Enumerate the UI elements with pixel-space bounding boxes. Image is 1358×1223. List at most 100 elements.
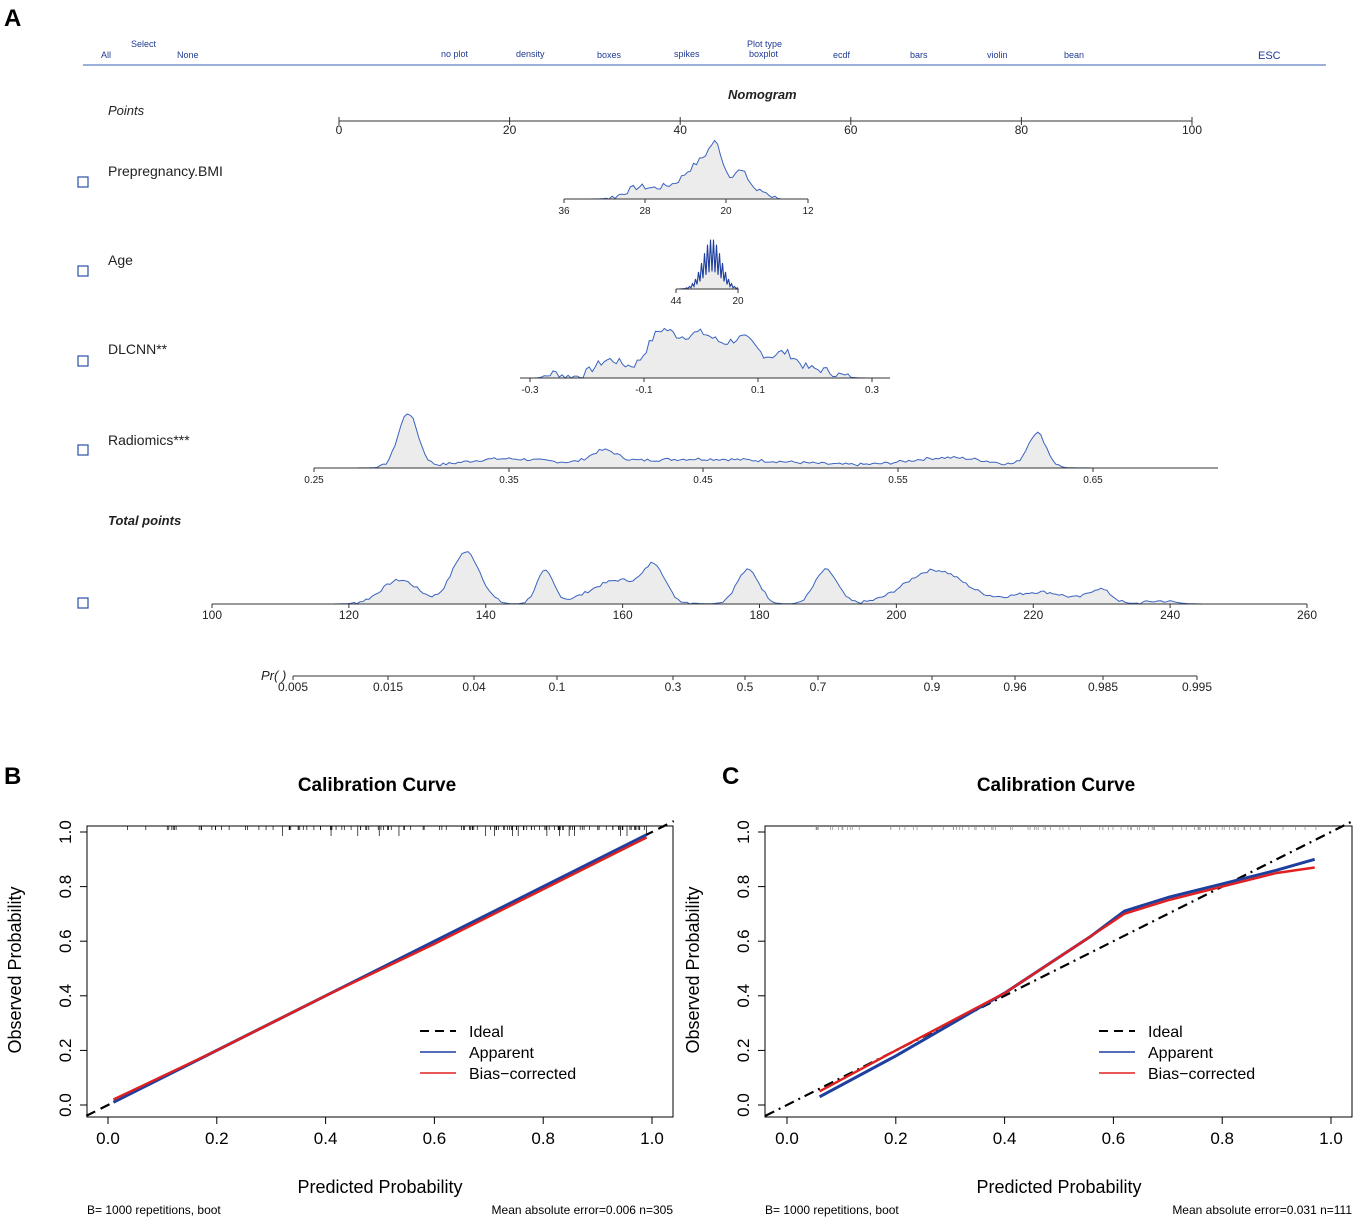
calB-ytick-label: 0.2 bbox=[56, 1039, 75, 1063]
total-points-label: Total points bbox=[108, 513, 181, 528]
points-axis-tick-label: 0 bbox=[336, 123, 343, 137]
calC-ytick-label: 0.8 bbox=[734, 875, 753, 899]
cal-c-legend: Ideal Apparent Bias−corrected bbox=[1099, 1024, 1255, 1083]
menu-boxplot[interactable]: boxplot bbox=[749, 49, 779, 59]
cal-c-legend-bias: Bias−corrected bbox=[1148, 1066, 1255, 1083]
variable-axis-radiomics: 0.25 0.35 0.45 0.55 0.65 bbox=[304, 413, 1218, 486]
calB-xtick-label: 0.2 bbox=[205, 1129, 229, 1148]
variable-axis-dlcnn: -0.3 -0.1 0.1 0.3 bbox=[520, 327, 890, 396]
menu-boxes[interactable]: boxes bbox=[597, 50, 622, 60]
cal-c-title: Calibration Curve bbox=[977, 775, 1135, 796]
calB-ytick-label: 0.8 bbox=[56, 875, 75, 899]
menu-density[interactable]: density bbox=[516, 49, 545, 59]
menu-bar: All Select None no plot density boxes sp… bbox=[83, 39, 1326, 66]
cal-c-footer-right: Mean absolute error=0.031 n=111 bbox=[1172, 1203, 1352, 1217]
cal-b-legend-bias: Bias−corrected bbox=[469, 1066, 576, 1083]
total-points-axis: 100 120 140 160 180 200 220 240 260 bbox=[202, 551, 1317, 622]
panel-letter-a: A bbox=[4, 5, 21, 32]
var-bmi-tick-label: 36 bbox=[558, 206, 570, 217]
probability-axis: 0.005 0.015 0.04 0.1 0.3 0.5 0.7 0.9 0.96 0.985 0.… bbox=[278, 675, 1212, 694]
var-dlcnn-tick-label: 0.3 bbox=[865, 385, 879, 396]
menu-bars[interactable]: bars bbox=[910, 50, 928, 60]
total-axis-tick-label: 260 bbox=[1297, 608, 1317, 622]
calC-xtick-label: 0.8 bbox=[1210, 1129, 1234, 1148]
calB-ytick-label: 0.6 bbox=[56, 929, 75, 953]
var-radiomics-tick-label: 0.35 bbox=[499, 475, 519, 486]
cal-b-legend-apparent: Apparent bbox=[469, 1045, 534, 1062]
cal-b-title: Calibration Curve bbox=[298, 775, 456, 796]
checkbox-bmi[interactable] bbox=[77, 176, 89, 188]
prob-axis-tick-label: 0.1 bbox=[549, 680, 566, 694]
prob-axis-tick-label: 0.985 bbox=[1088, 680, 1118, 694]
total-axis-tick-label: 160 bbox=[613, 608, 633, 622]
points-axis-tick-label: 40 bbox=[674, 123, 688, 137]
menu-bean[interactable]: bean bbox=[1064, 50, 1084, 60]
calC-xtick-label: 0.6 bbox=[1102, 1129, 1126, 1148]
prob-axis-tick-label: 0.3 bbox=[665, 680, 682, 694]
var-dlcnn-density bbox=[520, 327, 890, 379]
prob-axis-tick-label: 0.015 bbox=[373, 680, 403, 694]
prob-axis-tick-label: 0.9 bbox=[924, 680, 941, 694]
var-radiomics-tick-label: 0.55 bbox=[888, 475, 908, 486]
menu-esc[interactable]: ESC bbox=[1258, 50, 1281, 62]
var-radiomics-density bbox=[314, 413, 1218, 469]
calB-xtick-label: 0.8 bbox=[531, 1129, 555, 1148]
menu-none[interactable]: None bbox=[177, 50, 199, 60]
calB-ytick-label: 0.0 bbox=[56, 1093, 75, 1117]
calC-series-bias-corrected bbox=[819, 866, 1315, 1093]
checkbox-radiomics[interactable] bbox=[77, 444, 89, 456]
pr-label: Pr( ) bbox=[261, 668, 286, 683]
points-axis-tick-label: 100 bbox=[1182, 123, 1202, 137]
var-bmi-tick-label: 20 bbox=[720, 206, 732, 217]
menu-all[interactable]: All bbox=[101, 50, 111, 60]
total-density bbox=[318, 551, 1212, 605]
cal-c-ylabel: Observed Probability bbox=[683, 886, 703, 1053]
calB-xtick-label: 0.6 bbox=[423, 1129, 447, 1148]
var-bmi-tick-label: 28 bbox=[639, 206, 651, 217]
menu-no-plot[interactable]: no plot bbox=[441, 49, 469, 59]
points-axis-tick-label: 80 bbox=[1015, 123, 1029, 137]
calC-xtick-label: 0.0 bbox=[775, 1129, 799, 1148]
var-bmi-density bbox=[564, 139, 808, 200]
var-label-age: Age bbox=[108, 252, 133, 268]
cal-b-legend: Ideal Apparent Bias−corrected bbox=[420, 1024, 576, 1083]
variable-axis-age: 44 20 bbox=[670, 239, 744, 307]
calC-frame bbox=[764, 825, 1353, 1118]
nomogram-title: Nomogram bbox=[728, 87, 797, 102]
var-age-tick-label: 20 bbox=[732, 296, 744, 307]
panel-letter-b: B bbox=[4, 763, 21, 790]
prob-axis-tick-label: 0.7 bbox=[810, 680, 827, 694]
total-axis-tick-label: 100 bbox=[202, 608, 222, 622]
cal-b-footer-right: Mean absolute error=0.006 n=305 bbox=[492, 1203, 674, 1217]
calB-xtick-label: 1.0 bbox=[640, 1129, 664, 1148]
calC-ytick-label: 0.6 bbox=[734, 929, 753, 953]
calibration-chart-b: Calibration Curve Predicted Probability … bbox=[5, 775, 675, 1217]
cal-c-xlabel: Predicted Probability bbox=[976, 1177, 1141, 1197]
prob-axis-tick-label: 0.005 bbox=[278, 680, 308, 694]
checkbox-dlcnn[interactable] bbox=[77, 355, 89, 367]
menu-ecdf[interactable]: ecdf bbox=[833, 50, 851, 60]
prob-axis-tick-label: 0.995 bbox=[1182, 680, 1212, 694]
cal-b-xlabel: Predicted Probability bbox=[297, 1177, 462, 1197]
points-axis: 0 20 40 60 80 100 bbox=[336, 117, 1202, 137]
var-radiomics-tick-label: 0.25 bbox=[304, 475, 324, 486]
menu-violin[interactable]: violin bbox=[987, 50, 1008, 60]
prob-axis-tick-label: 0.96 bbox=[1003, 680, 1027, 694]
menu-select[interactable]: Select bbox=[131, 39, 157, 49]
checkbox-total[interactable] bbox=[77, 597, 89, 609]
var-label-bmi: Prepregnancy.BMI bbox=[108, 163, 223, 179]
var-age-density bbox=[676, 239, 739, 290]
calC-ytick-label: 1.0 bbox=[734, 820, 753, 844]
calB-series-bias-corrected bbox=[112, 836, 648, 1101]
calC-xtick-label: 0.4 bbox=[993, 1129, 1017, 1148]
var-dlcnn-tick-label: 0.1 bbox=[751, 385, 765, 396]
checkbox-age[interactable] bbox=[77, 265, 89, 277]
var-label-dlcnn: DLCNN** bbox=[108, 341, 168, 357]
var-radiomics-tick-label: 0.45 bbox=[693, 475, 713, 486]
calB-xtick-label: 0.0 bbox=[96, 1129, 120, 1148]
menu-spikes[interactable]: spikes bbox=[674, 49, 700, 59]
points-axis-tick-label: 60 bbox=[844, 123, 858, 137]
total-axis-tick-label: 140 bbox=[476, 608, 496, 622]
calB-ytick-label: 0.4 bbox=[56, 984, 75, 1008]
points-axis-tick-label: 20 bbox=[503, 123, 517, 137]
